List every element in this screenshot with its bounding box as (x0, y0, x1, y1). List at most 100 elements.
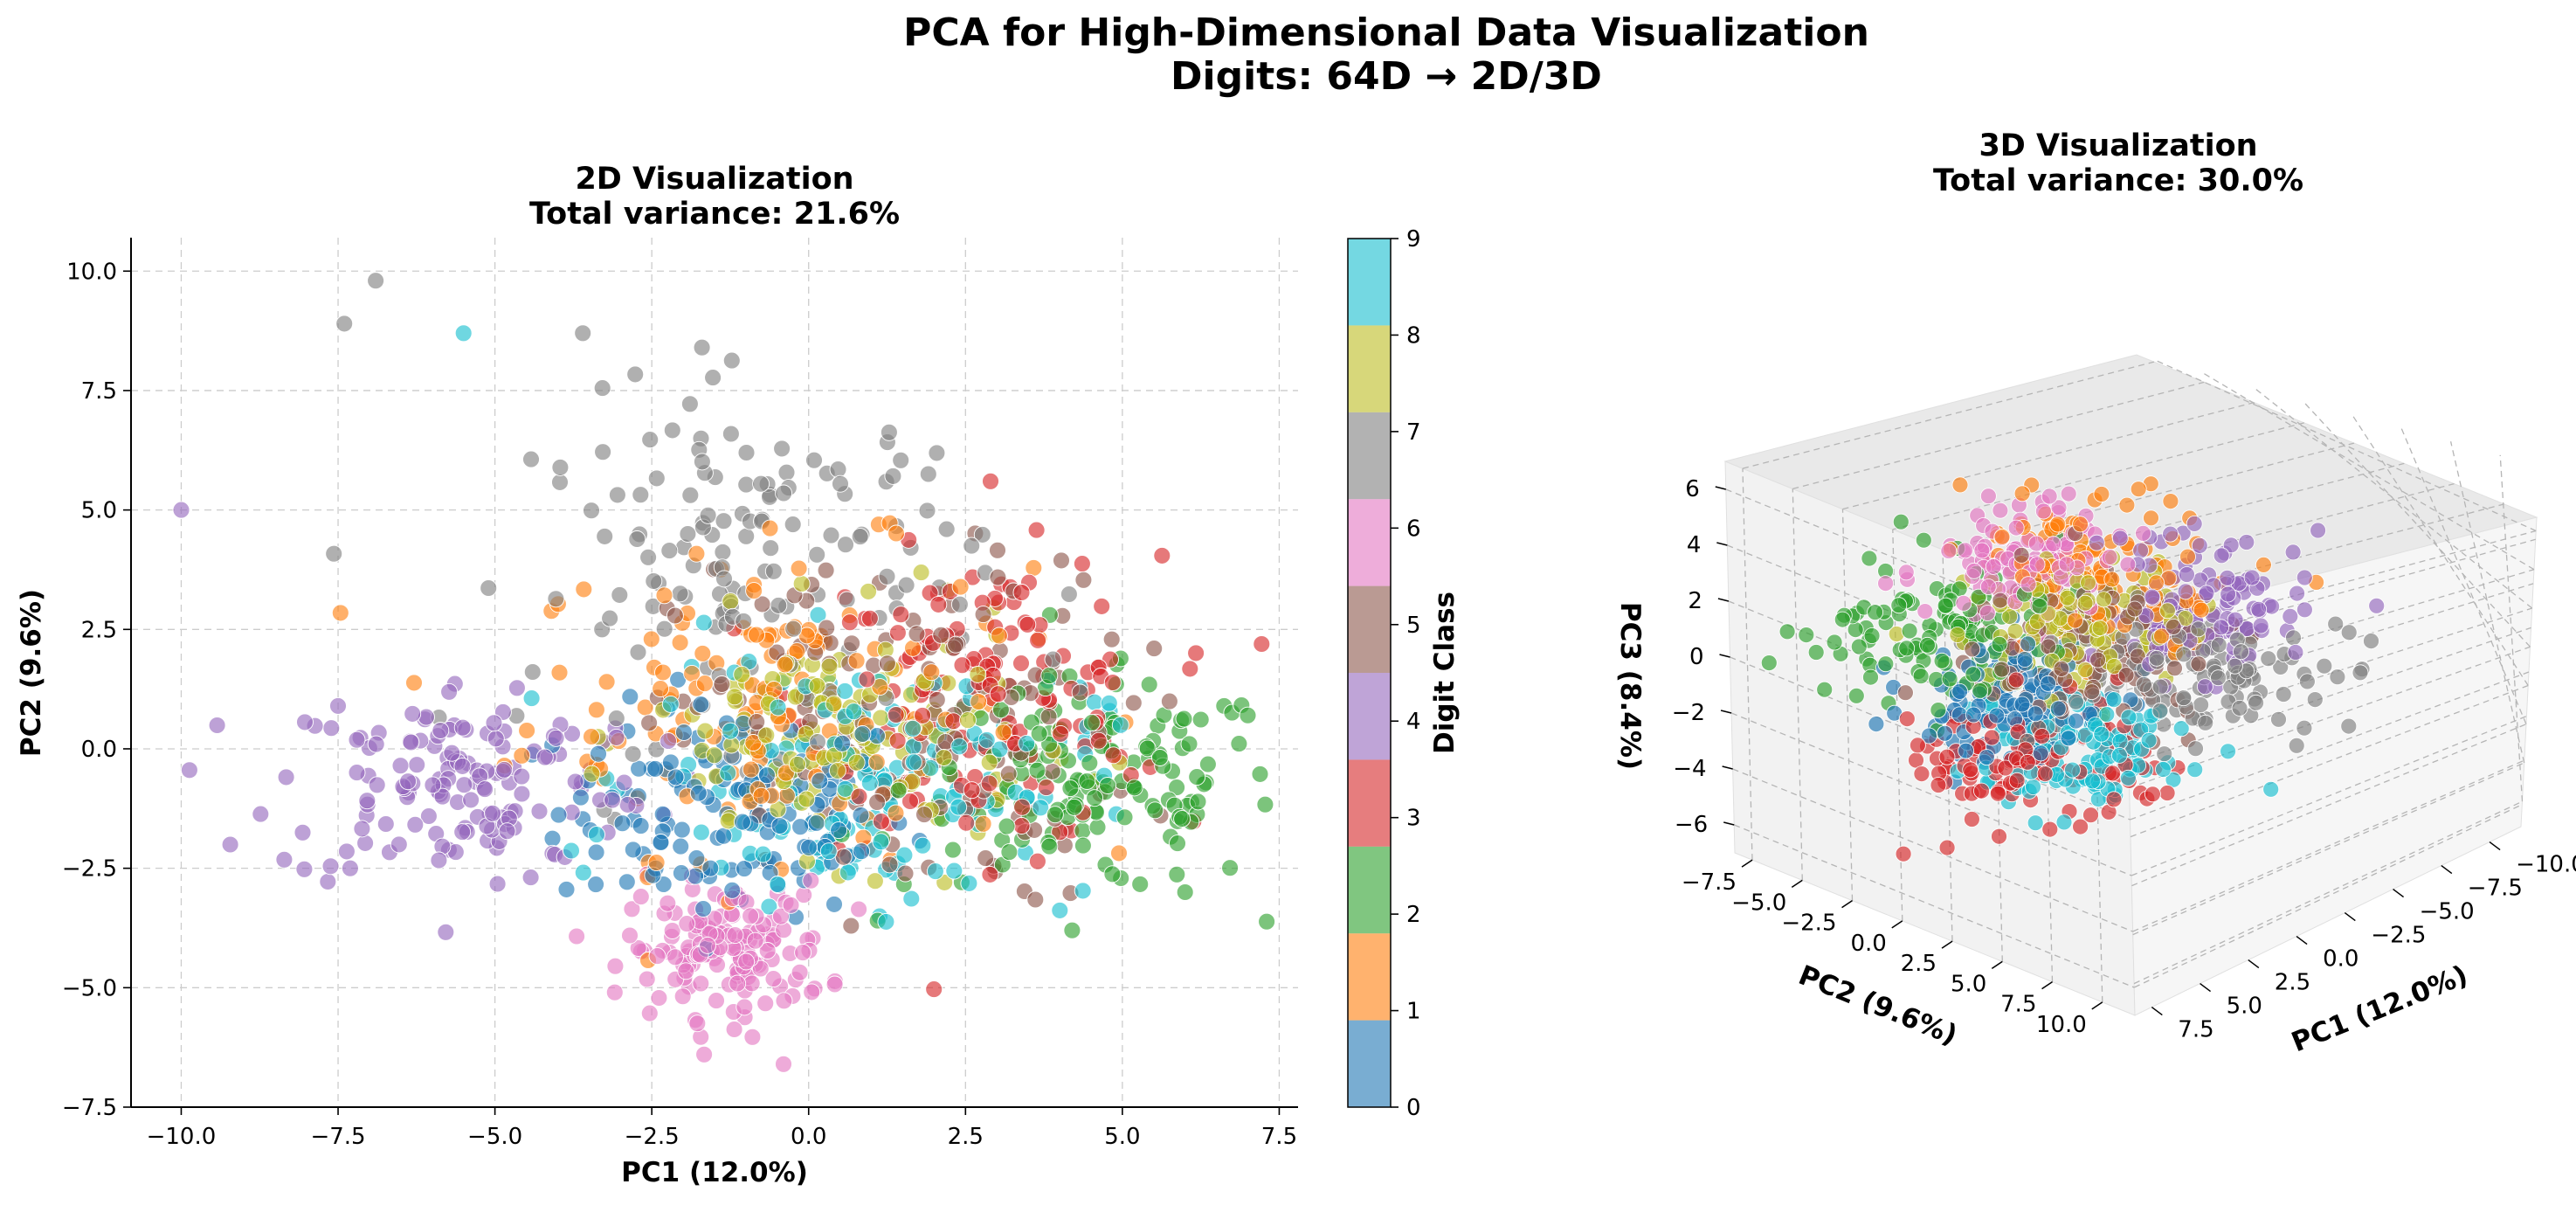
x3d-tick-label: 7.5 (2178, 1017, 2213, 1043)
data-point (596, 527, 614, 545)
colorbar-tick-label: 6 (1406, 516, 1421, 542)
data-point (571, 788, 590, 807)
data-point (666, 768, 685, 786)
data-point-3d (2262, 780, 2280, 798)
scatter-3d-ticks: 7.55.02.50.0−2.5−5.0−7.5−10.0−7.5−5.0−2.… (1672, 476, 2576, 1043)
data-point-3d (2243, 569, 2261, 586)
data-point-3d (2050, 499, 2068, 516)
data-point (878, 567, 896, 585)
x3d-tick-mark (2200, 982, 2212, 993)
data-point (1189, 793, 1207, 811)
data-point (606, 957, 625, 975)
data-point-3d (2144, 786, 2161, 803)
data-point (1103, 674, 1122, 691)
data-point-3d (1877, 655, 1895, 673)
data-point (1176, 883, 1194, 901)
data-point (1251, 765, 1269, 783)
data-point (623, 900, 641, 918)
data-point (1018, 734, 1036, 752)
data-point (791, 963, 809, 981)
data-point (551, 473, 569, 491)
data-point (1019, 615, 1037, 634)
data-point (760, 897, 778, 916)
data-point (742, 760, 760, 779)
data-point (1146, 801, 1164, 820)
data-point (671, 634, 689, 652)
data-point-3d (2104, 765, 2122, 782)
data-point (737, 952, 756, 971)
data-point (252, 805, 270, 823)
data-point (860, 582, 878, 600)
data-point-3d (1898, 710, 1916, 727)
data-point (776, 655, 794, 674)
data-point (687, 849, 706, 868)
data-point (1175, 710, 1193, 728)
data-point (535, 748, 554, 766)
data-point (1230, 735, 1248, 753)
grid-line-3d (1732, 768, 2133, 932)
data-point-3d (2084, 772, 2102, 790)
data-point (904, 719, 922, 738)
colorbar-segment (1348, 239, 1391, 326)
data-point (583, 765, 601, 783)
data-point (725, 1021, 743, 1038)
data-point (744, 734, 763, 751)
data-point (1028, 852, 1046, 870)
z3d-tick-label: −4 (1673, 756, 1706, 782)
data-point (607, 728, 625, 746)
y-tick-label: 5.0 (81, 498, 117, 524)
data-point (543, 829, 562, 848)
data-point (926, 862, 944, 881)
data-point-3d (1938, 748, 1956, 765)
data-point (775, 484, 793, 502)
data-point (1150, 749, 1169, 766)
data-point-3d (1962, 761, 1979, 779)
data-point (648, 947, 666, 966)
data-point (950, 738, 969, 756)
x3d-tick-mark (2248, 959, 2260, 969)
data-point-3d (1877, 575, 1895, 592)
data-point (1040, 837, 1059, 855)
data-point (1153, 546, 1171, 564)
y3d-tick-mark (2091, 1001, 2103, 1010)
data-point-3d (2028, 556, 2046, 573)
data-point-3d (2132, 542, 2150, 559)
data-point (743, 1028, 762, 1046)
data-point (681, 486, 700, 504)
data-point (647, 854, 666, 872)
data-point (680, 395, 699, 413)
data-point (1125, 779, 1143, 797)
data-point (872, 813, 890, 831)
data-point (1140, 675, 1158, 694)
data-point (1173, 810, 1191, 828)
data-point (887, 804, 905, 822)
data-point (833, 734, 852, 752)
data-point (756, 994, 775, 1013)
data-point (892, 606, 910, 624)
data-point (663, 922, 681, 939)
data-point (1044, 650, 1062, 668)
data-point (1198, 755, 1217, 773)
data-point (1039, 708, 1058, 726)
data-point (915, 806, 933, 824)
data-point (661, 753, 680, 772)
data-point (453, 823, 472, 841)
grid-line-3d (2132, 759, 2525, 932)
data-point (462, 791, 480, 809)
data-point (1030, 724, 1048, 743)
data-point (337, 842, 356, 861)
data-point (982, 472, 999, 490)
colorbar-segment (1348, 499, 1391, 586)
data-point (884, 467, 902, 485)
data-point (963, 537, 981, 555)
data-point (628, 530, 646, 548)
data-point-3d (1909, 737, 1926, 754)
scatter-2d-panel: 2D Visualization Total variance: 21.6% −… (16, 162, 1298, 1188)
data-point (402, 733, 420, 751)
data-point-3d (1951, 706, 1968, 724)
data-point-3d (1972, 682, 1989, 699)
y3d-tick-label: 7.5 (2000, 992, 2036, 1018)
data-point-3d (2156, 745, 2173, 763)
data-point-3d (1847, 621, 1864, 638)
data-point (563, 841, 580, 860)
